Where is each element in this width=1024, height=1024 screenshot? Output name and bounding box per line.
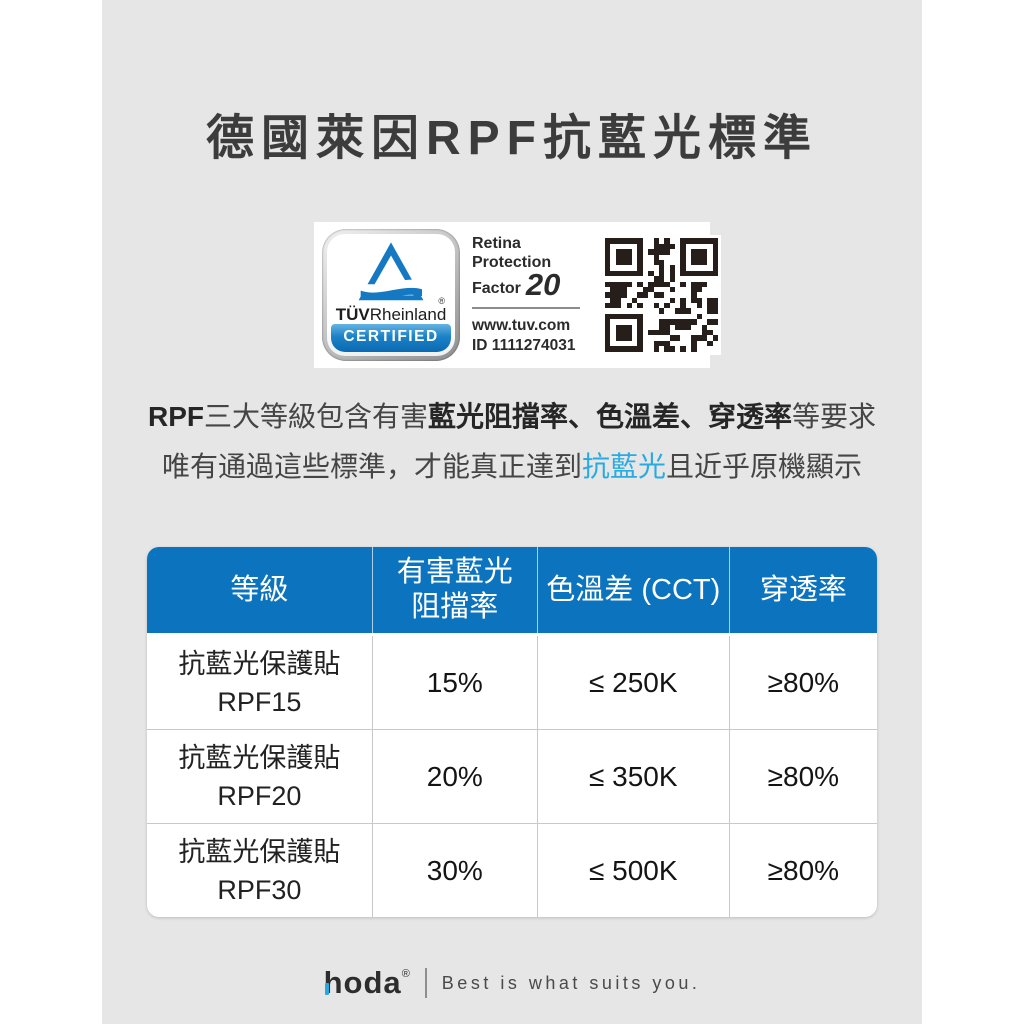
level-name-line2: RPF20 (217, 780, 302, 811)
level-name-line1: 抗藍光保護貼 (178, 648, 341, 679)
cell-cct: ≤ 250K (536, 636, 729, 729)
level-name-line1: 抗藍光保護貼 (178, 836, 341, 867)
table-body: 抗藍光保護貼 RPF15 15% ≤ 250K ≥80% 抗藍光保護貼 RPF2… (147, 636, 877, 917)
retina-line3: Factor (472, 280, 521, 297)
tuv-registered-mark: ® (438, 296, 445, 306)
certificate-id: ID 1111274031 (472, 337, 576, 354)
table-row-rpf15: 抗藍光保護貼 RPF15 15% ≤ 250K ≥80% (147, 636, 877, 729)
cell-blocking: 20% (371, 730, 537, 823)
desc-regular1: 三大等級包含有害 (203, 401, 428, 432)
certified-banner: CERTIFIED (331, 324, 451, 352)
hoda-logo: hoda ® (324, 966, 410, 1000)
cell-level: 抗藍光保護貼 RPF20 (147, 730, 372, 823)
description-line2: 唯有通過這些標準，才能真正達到抗藍光且近乎原機顯示 (102, 442, 922, 492)
tuv-website: www.tuv.com (472, 317, 571, 334)
footer-divider (424, 968, 427, 998)
header-blocking-line1: 有害藍光 (396, 556, 513, 588)
desc-regular2: 等要求 (792, 401, 877, 432)
rpf-info-block: Retina Protection Factor 20 www.tuv.com … (472, 234, 590, 356)
tuv-brand-rest: Rheinland (369, 305, 447, 324)
desc-regular3: 唯有通過這些標準，才能真正達到 (161, 451, 582, 482)
tuv-brand-bold: TÜV (335, 305, 370, 324)
cell-blocking: 30% (371, 824, 537, 917)
description-text: RPF三大等級包含有害藍光阻擋率、色溫差、穿透率等要求 唯有通過這些標準，才能真… (102, 392, 922, 492)
retina-line1: Retina (472, 235, 521, 252)
tuv-brand-name: TÜVRheinland (336, 306, 447, 324)
level-name-line2: RPF30 (217, 874, 302, 905)
cell-transmittance: ≥80% (728, 824, 877, 917)
desc-highlight: 抗藍光 (581, 451, 666, 482)
desc-bold-terms: 藍光阻擋率、色溫差、穿透率 (427, 401, 792, 432)
tuv-certification-card: ® TÜVRheinland CERTIFIED Retina Protecti… (314, 222, 722, 368)
cell-transmittance: ≥80% (728, 730, 877, 823)
retina-line2: Protection (472, 254, 552, 271)
cell-level: 抗藍光保護貼 RPF15 (147, 636, 372, 729)
brand-wordmark: hoda (323, 965, 402, 1000)
cell-level: 抗藍光保護貼 RPF30 (147, 824, 372, 917)
tuv-badge-face: ® TÜVRheinland CERTIFIED (327, 234, 455, 356)
header-transmittance: 穿透率 (728, 547, 877, 633)
description-line1: RPF三大等級包含有害藍光阻擋率、色溫差、穿透率等要求 (102, 392, 922, 442)
tuv-rheinland-badge: ® TÜVRheinland CERTIFIED (322, 229, 460, 361)
table-row-rpf30: 抗藍光保護貼 RPF30 30% ≤ 500K ≥80% (147, 823, 877, 917)
brand-registered-mark: ® (401, 968, 410, 980)
brand-slogan: Best is what suits you. (441, 972, 701, 993)
rpf-spec-table: 等級 有害藍光 阻擋率 色溫差 (CCT) 穿透率 抗藍光保護貼 RPF15 1… (147, 547, 877, 917)
cell-cct: ≤ 350K (536, 730, 729, 823)
page-title: 德國萊因RPF抗藍光標準 (205, 112, 818, 165)
level-name-line1: 抗藍光保護貼 (178, 742, 341, 773)
header-blocking-line2: 阻擋率 (411, 591, 499, 623)
desc-regular4: 且近乎原機顯示 (666, 451, 863, 482)
table-header-row: 等級 有害藍光 阻擋率 色溫差 (CCT) 穿透率 (147, 547, 877, 636)
desc-rpf: RPF (147, 401, 204, 432)
factor-value: 20 (525, 267, 561, 302)
header-blue-light-blocking: 有害藍光 阻擋率 (371, 547, 537, 633)
content-panel: 德國萊因RPF抗藍光標準 ® TÜVRheinland CERTIFIED Re… (102, 0, 922, 1024)
qr-code (602, 235, 722, 355)
cell-transmittance: ≥80% (728, 636, 877, 729)
footer: hoda ® Best is what suits you. (102, 966, 922, 1000)
divider-rule (472, 307, 580, 309)
cell-cct: ≤ 500K (536, 824, 729, 917)
tuv-triangle-icon (356, 242, 426, 301)
cell-blocking: 15% (371, 636, 537, 729)
header-level: 等級 (230, 573, 289, 606)
table-row-rpf20: 抗藍光保護貼 RPF20 20% ≤ 350K ≥80% (147, 729, 877, 823)
level-name-line2: RPF15 (217, 686, 302, 717)
header-cct: 色溫差 (CCT) (536, 547, 729, 633)
factor-row: Factor 20 (472, 267, 590, 302)
